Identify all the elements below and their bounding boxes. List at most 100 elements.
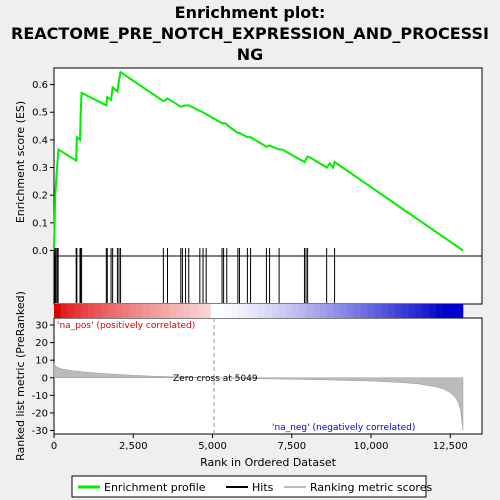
rank-colorbar-segment — [292, 304, 300, 318]
rank-colorbar-segment — [169, 304, 177, 318]
metric-ytick-label: -20 — [32, 408, 48, 419]
rank-colorbar-segment — [422, 304, 430, 318]
es-ytick-label: 0.2 — [32, 191, 48, 202]
rank-colorbar-segment — [135, 304, 143, 318]
rank-colorbar-segment — [149, 304, 157, 318]
rank-colorbar-segment — [387, 304, 396, 318]
legend-hits-label: Hits — [252, 481, 274, 494]
es-ytick-label: 0.6 — [32, 80, 48, 91]
rank-colorbar-segment — [60, 304, 68, 318]
metric-xtick-label: 10,000 — [354, 441, 389, 452]
es-ylabel: Enrichment score (ES) — [14, 101, 27, 223]
rank-colorbar-segment — [258, 304, 266, 318]
rank-colorbar-segment — [360, 304, 368, 318]
pos-correlated-label: 'na_pos' (positively correlated) — [57, 321, 195, 331]
rank-colorbar-segment — [163, 304, 171, 318]
legend-enrichment-label: Enrichment profile — [104, 481, 206, 494]
metric-xlabel: Rank in Ordered Dataset — [200, 456, 337, 469]
rank-colorbar-segment — [176, 304, 184, 318]
neg-correlated-label: 'na_neg' (negatively correlated) — [272, 423, 415, 433]
chart-title-line-2: REACTOME_PRE_NOTCH_EXPRESSION_AND_PROCES… — [11, 24, 489, 43]
rank-colorbar-segment — [94, 304, 103, 318]
rank-colorbar-segment — [238, 304, 246, 318]
es-ytick-label: 0.5 — [32, 108, 48, 119]
rank-colorbar-segment — [74, 304, 82, 318]
rank-colorbar-segment — [313, 304, 321, 318]
rank-colorbar-segment — [231, 304, 239, 318]
rank-colorbar-segment — [88, 304, 96, 318]
chart-title-line-1: Enrichment plot: — [175, 3, 326, 22]
rank-colorbar-segment — [326, 304, 334, 318]
rank-colorbar-segment — [428, 304, 437, 318]
rank-colorbar-segment — [244, 304, 252, 318]
rank-colorbar-segment — [367, 304, 375, 318]
rank-colorbar-segment — [217, 304, 225, 318]
hits-panel-frame — [53, 255, 483, 305]
enrichment-profile-line — [53, 70, 464, 252]
rank-colorbar-segment — [333, 304, 341, 318]
rank-colorbar-segment — [319, 304, 327, 318]
rank-colorbar-segment — [401, 304, 409, 318]
metric-ytick-label: 20 — [35, 338, 48, 349]
rank-colorbar-segment — [197, 304, 205, 318]
rank-colorbar-segment — [449, 304, 457, 318]
rank-colorbar-segment — [67, 304, 75, 318]
rank-colorbar-segment — [456, 304, 464, 318]
rank-colorbar-segment — [285, 304, 293, 318]
chart-title-line-3: NG — [237, 45, 264, 64]
rank-colorbar-segment — [224, 304, 232, 318]
rank-colorbar-segment — [108, 304, 116, 318]
zero-cross-label: Zero cross at 5049 — [173, 374, 258, 384]
metric-ytick-label: -30 — [32, 426, 48, 437]
legend-metric-label: Ranking metric scores — [310, 481, 432, 494]
rank-colorbar-segment — [435, 304, 443, 318]
rank-colorbar-segment — [278, 304, 287, 318]
rank-colorbar-segment — [381, 304, 389, 318]
rank-colorbar-segment — [299, 304, 307, 318]
rank-colorbar-segment — [54, 304, 62, 318]
rank-colorbar — [54, 304, 464, 318]
es-panel-frame — [53, 67, 483, 257]
rank-colorbar-segment — [374, 304, 382, 318]
legend-box — [71, 475, 427, 498]
rank-colorbar-segment — [347, 304, 355, 318]
metric-xtick-label: 7,500 — [277, 441, 306, 452]
ranking-metric-area — [53, 362, 464, 431]
es-ytick-label: 0.3 — [32, 163, 48, 174]
es-ytick-label: 0.1 — [32, 218, 48, 229]
rank-colorbar-segment — [442, 304, 450, 318]
rank-colorbar-segment — [353, 304, 362, 318]
hits-panel — [54, 248, 336, 303]
metric-xtick-label: 12,500 — [433, 441, 468, 452]
metric-ytick-label: 10 — [35, 356, 48, 367]
metric-ytick-label: -10 — [32, 391, 48, 402]
rank-colorbar-segment — [203, 304, 212, 318]
rank-colorbar-segment — [265, 304, 273, 318]
rank-colorbar-segment — [251, 304, 259, 318]
rank-colorbar-segment — [122, 304, 130, 318]
rank-colorbar-segment — [272, 304, 280, 318]
es-panel: 0.0 0.1 0.2 0.3 0.4 0.5 0.6 — [32, 70, 464, 257]
rank-colorbar-segment — [340, 304, 348, 318]
metric-ytick-label: 30 — [35, 321, 48, 332]
rank-colorbar-segment — [156, 304, 164, 318]
es-ytick-label: 0.4 — [32, 135, 48, 146]
metric-xtick-label: 0 — [51, 441, 57, 452]
rank-colorbar-segment — [415, 304, 423, 318]
metric-xtick-label: 2,500 — [119, 441, 148, 452]
rank-colorbar-segment — [115, 304, 123, 318]
rank-colorbar-segment — [394, 304, 402, 318]
rank-colorbar-segment — [408, 304, 416, 318]
metric-xtick-label: 5,000 — [198, 441, 227, 452]
rank-colorbar-segment — [128, 304, 137, 318]
rank-colorbar-segment — [101, 304, 109, 318]
rank-colorbar-segment — [183, 304, 191, 318]
rank-colorbar-segment — [142, 304, 150, 318]
es-ytick-label: 0.0 — [32, 246, 48, 257]
rank-colorbar-segment — [81, 304, 89, 318]
rank-colorbar-segment — [210, 304, 218, 318]
metric-ylabel: Ranked list metric (PreRanked) — [14, 291, 27, 461]
rank-colorbar-segment — [306, 304, 314, 318]
